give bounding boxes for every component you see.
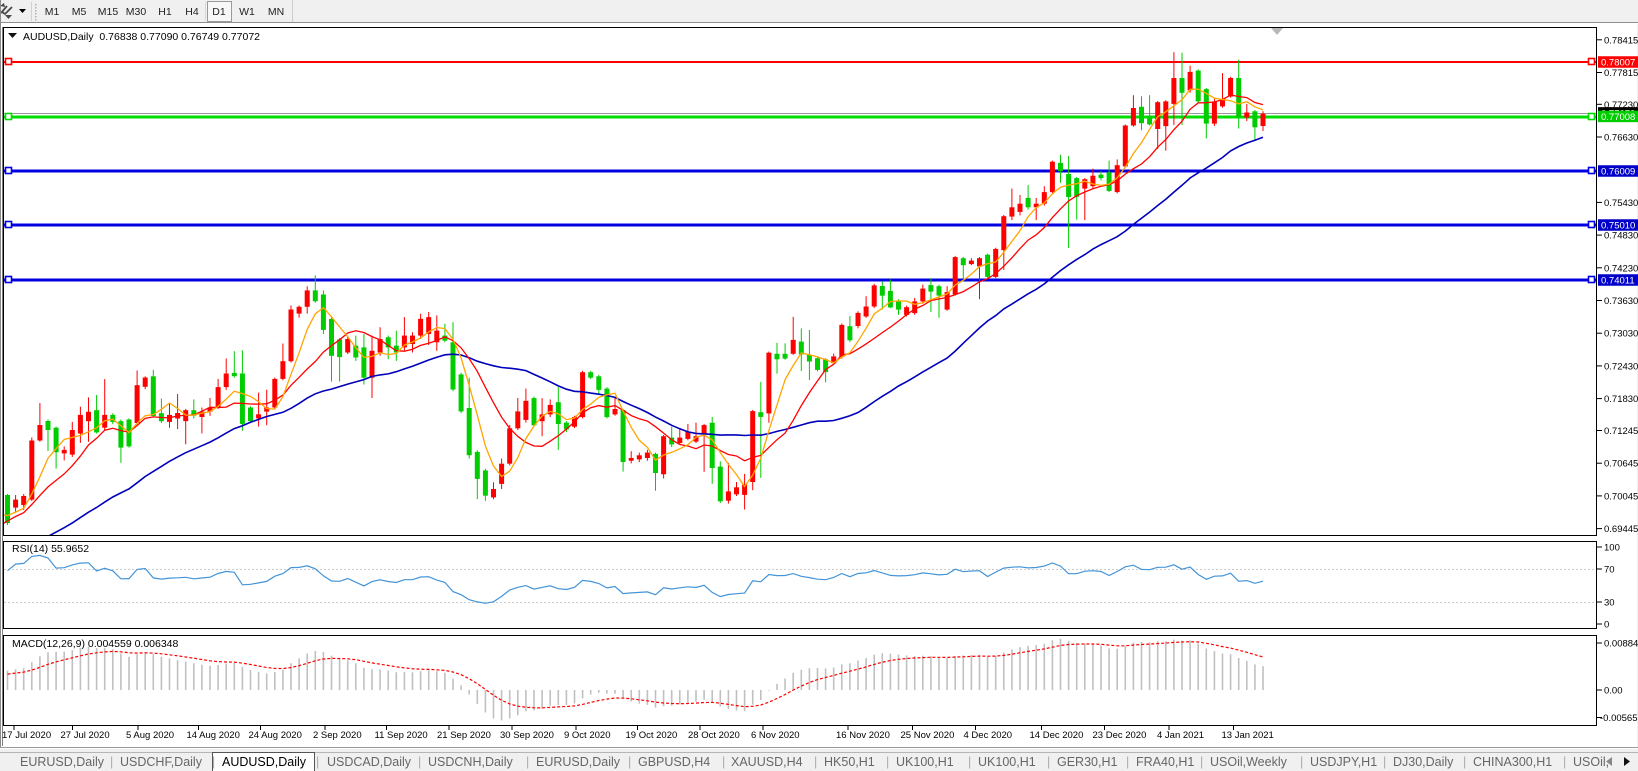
svg-text:FRA40,H1: FRA40,H1 [1136, 755, 1194, 769]
svg-text:CHINA300,H1: CHINA300,H1 [1473, 755, 1552, 769]
svg-text:0.00: 0.00 [1604, 686, 1623, 697]
svg-text:|: | [886, 755, 889, 769]
svg-text:USDJPY,H1: USDJPY,H1 [1310, 755, 1377, 769]
svg-text:HK50,H1: HK50,H1 [824, 755, 875, 769]
svg-text:D1: D1 [212, 6, 226, 18]
svg-text:25 Nov 2020: 25 Nov 2020 [901, 730, 955, 741]
svg-text:USOil,Weekly: USOil,Weekly [1210, 755, 1288, 769]
svg-text:MN: MN [268, 6, 284, 18]
svg-text:|: | [628, 755, 631, 769]
svg-text:0.71245: 0.71245 [1604, 426, 1638, 437]
svg-text:11 Sep 2020: 11 Sep 2020 [375, 730, 428, 741]
svg-text:70: 70 [1604, 565, 1615, 576]
svg-text:0.00884: 0.00884 [1604, 639, 1638, 650]
svg-text:|: | [1300, 755, 1303, 769]
svg-text:GER30,H1: GER30,H1 [1057, 755, 1117, 769]
svg-text:0.76009: 0.76009 [1601, 167, 1635, 178]
svg-text:100: 100 [1604, 543, 1620, 554]
svg-text:13 Jan 2021: 13 Jan 2021 [1222, 730, 1274, 741]
svg-text:|: | [1200, 755, 1203, 769]
svg-text:16 Nov 2020: 16 Nov 2020 [836, 730, 890, 741]
svg-text:USDCNH,Daily: USDCNH,Daily [428, 755, 513, 769]
svg-text:0.78415: 0.78415 [1604, 35, 1638, 46]
svg-text:|: | [316, 755, 319, 769]
svg-text:XAUUSD,H4: XAUUSD,H4 [731, 755, 803, 769]
svg-text:-0.00565: -0.00565 [1600, 713, 1638, 724]
svg-text:MACD(12,26,9) 0.004559 0.00634: MACD(12,26,9) 0.004559 0.006348 [12, 638, 179, 650]
svg-text:0.69445: 0.69445 [1604, 524, 1638, 535]
svg-text:|: | [526, 755, 529, 769]
svg-text:9 Oct 2020: 9 Oct 2020 [564, 730, 610, 741]
svg-text:|: | [418, 755, 421, 769]
svg-text:|: | [1047, 755, 1050, 769]
svg-text:19 Oct 2020: 19 Oct 2020 [626, 730, 678, 741]
svg-text:0.70045: 0.70045 [1604, 491, 1638, 502]
svg-text:5 Aug 2020: 5 Aug 2020 [126, 730, 174, 741]
svg-text:0: 0 [1604, 620, 1609, 631]
svg-text:M15: M15 [98, 6, 119, 18]
svg-text:H1: H1 [158, 6, 172, 18]
svg-text:17 Jul 2020: 17 Jul 2020 [2, 730, 51, 741]
svg-text:14 Aug 2020: 14 Aug 2020 [187, 730, 240, 741]
svg-text:USDCHF,Daily: USDCHF,Daily [120, 755, 203, 769]
svg-text:USOil,: USOil, [1573, 755, 1609, 769]
svg-text:H4: H4 [185, 6, 199, 18]
svg-text:DJ30,Daily: DJ30,Daily [1393, 755, 1454, 769]
svg-text:0.74830: 0.74830 [1604, 231, 1638, 242]
svg-text:W1: W1 [239, 6, 255, 18]
svg-text:M30: M30 [126, 6, 147, 18]
svg-text:4 Dec 2020: 4 Dec 2020 [964, 730, 1013, 741]
svg-text:0.76630: 0.76630 [1604, 133, 1638, 144]
svg-text:M1: M1 [45, 6, 60, 18]
svg-text:|: | [1383, 755, 1386, 769]
svg-text:RSI(14) 55.9652: RSI(14) 55.9652 [12, 543, 89, 555]
svg-text:0.70645: 0.70645 [1604, 459, 1638, 470]
svg-text:|: | [814, 755, 817, 769]
svg-text:|: | [1563, 755, 1566, 769]
svg-text:0.74011: 0.74011 [1601, 276, 1635, 287]
svg-text:EURUSD,Daily: EURUSD,Daily [20, 755, 105, 769]
svg-text:6 Nov 2020: 6 Nov 2020 [751, 730, 800, 741]
svg-text:0.74230: 0.74230 [1604, 263, 1638, 274]
svg-text:0.73630: 0.73630 [1604, 296, 1638, 307]
svg-text:USDCAD,Daily: USDCAD,Daily [327, 755, 412, 769]
svg-text:AUDUSD,Daily: AUDUSD,Daily [222, 755, 307, 769]
svg-text:4 Jan 2021: 4 Jan 2021 [1157, 730, 1204, 741]
svg-text:EURUSD,Daily: EURUSD,Daily [536, 755, 621, 769]
svg-text:AUDUSD,Daily 0.76838 0.77090: AUDUSD,Daily 0.76838 0.77090 0.76749 0.7… [23, 31, 260, 43]
svg-text:M5: M5 [72, 6, 87, 18]
svg-text:27 Jul 2020: 27 Jul 2020 [61, 730, 110, 741]
svg-text:0.78007: 0.78007 [1601, 58, 1635, 69]
svg-text:2 Sep 2020: 2 Sep 2020 [313, 730, 362, 741]
svg-text:28 Oct 2020: 28 Oct 2020 [688, 730, 740, 741]
svg-text:UK100,H1: UK100,H1 [978, 755, 1036, 769]
svg-text:0.75010: 0.75010 [1601, 221, 1635, 232]
svg-text:30 Sep 2020: 30 Sep 2020 [500, 730, 554, 741]
svg-text:0.71830: 0.71830 [1604, 394, 1638, 405]
svg-text:0.75430: 0.75430 [1604, 198, 1638, 209]
svg-text:|: | [968, 755, 971, 769]
svg-text:|: | [212, 755, 215, 769]
svg-text:|: | [722, 755, 725, 769]
svg-text:|: | [1126, 755, 1129, 769]
svg-text:23 Dec 2020: 23 Dec 2020 [1093, 730, 1147, 741]
svg-text:GBPUSD,H4: GBPUSD,H4 [638, 755, 710, 769]
svg-text:21 Sep 2020: 21 Sep 2020 [437, 730, 491, 741]
svg-text:UK100,H1: UK100,H1 [896, 755, 954, 769]
svg-text:30: 30 [1604, 598, 1615, 609]
svg-text:|: | [1463, 755, 1466, 769]
svg-text:0.73030: 0.73030 [1604, 329, 1638, 340]
svg-text:|: | [110, 755, 113, 769]
svg-text:0.77815: 0.77815 [1604, 68, 1638, 79]
svg-text:24 Aug 2020: 24 Aug 2020 [249, 730, 302, 741]
svg-text:0.77230: 0.77230 [1604, 100, 1638, 111]
svg-text:0.77008: 0.77008 [1601, 112, 1635, 123]
svg-text:14 Dec 2020: 14 Dec 2020 [1030, 730, 1084, 741]
svg-text:0.72430: 0.72430 [1604, 361, 1638, 372]
